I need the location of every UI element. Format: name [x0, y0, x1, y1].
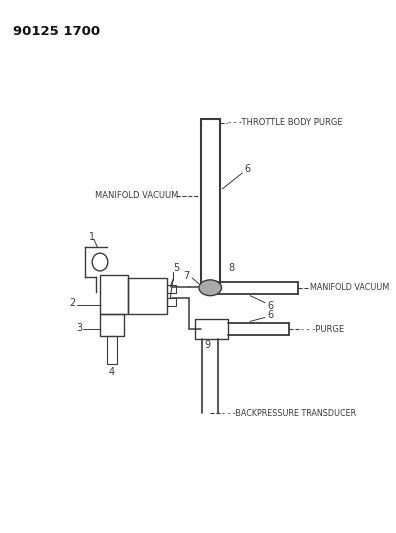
Text: 6: 6 — [268, 301, 274, 311]
Bar — [196, 319, 228, 339]
Text: 6: 6 — [244, 164, 250, 174]
Text: 4: 4 — [109, 367, 115, 377]
Text: 8: 8 — [228, 263, 234, 273]
Text: 6: 6 — [268, 311, 274, 320]
Text: - - -PURGE: - - -PURGE — [301, 325, 345, 334]
Text: - - -BACKPRESSURE TRANSDUCER: - - -BACKPRESSURE TRANSDUCER — [223, 409, 356, 418]
Bar — [100, 314, 124, 336]
Text: - - -THROTTLE BODY PURGE: - - -THROTTLE BODY PURGE — [228, 118, 343, 127]
Text: 1: 1 — [89, 232, 95, 243]
Ellipse shape — [199, 280, 221, 296]
Text: 2: 2 — [70, 297, 76, 308]
Bar — [107, 336, 117, 364]
Text: 7: 7 — [183, 271, 190, 281]
Text: 3: 3 — [76, 324, 83, 333]
Text: 5: 5 — [173, 263, 179, 273]
Text: MANIFOLD VACUUM: MANIFOLD VACUUM — [95, 191, 178, 200]
Bar — [128, 278, 167, 313]
Text: 90125 1700: 90125 1700 — [13, 25, 100, 37]
Bar — [167, 285, 175, 293]
Text: 9: 9 — [204, 340, 210, 350]
Circle shape — [92, 253, 108, 271]
Bar — [100, 275, 128, 314]
Text: MANIFOLD VACUUM: MANIFOLD VACUUM — [310, 283, 389, 292]
Bar — [167, 297, 175, 305]
